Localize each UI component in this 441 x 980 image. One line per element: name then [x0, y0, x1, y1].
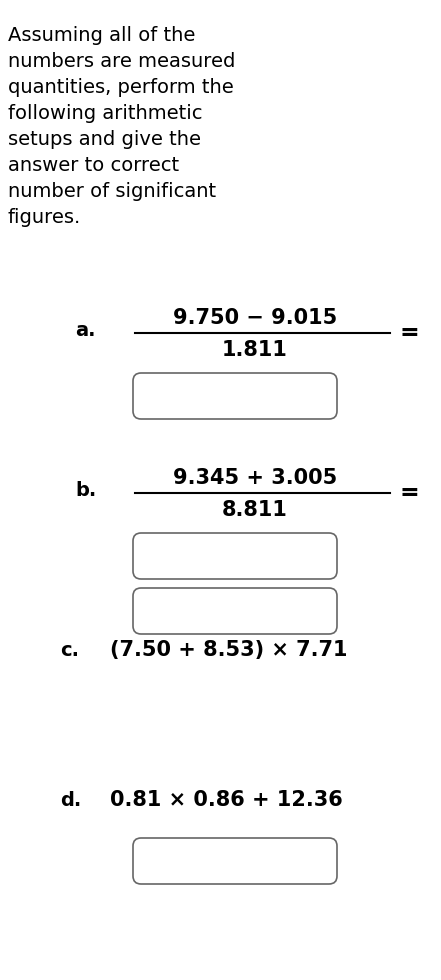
Text: number of significant: number of significant [8, 182, 216, 201]
Text: 9.345 + 3.005: 9.345 + 3.005 [173, 468, 337, 488]
FancyBboxPatch shape [133, 533, 337, 579]
Text: 8.811: 8.811 [222, 500, 288, 520]
Text: c.: c. [60, 641, 79, 660]
Text: answer to correct: answer to correct [8, 156, 179, 175]
Text: Assuming all of the: Assuming all of the [8, 26, 195, 45]
Text: 0.81 × 0.86 + 12.36: 0.81 × 0.86 + 12.36 [110, 790, 343, 810]
Text: quantities, perform the: quantities, perform the [8, 78, 234, 97]
Text: 1.811: 1.811 [222, 340, 288, 360]
Text: following arithmetic: following arithmetic [8, 104, 202, 123]
Text: numbers are measured: numbers are measured [8, 52, 235, 71]
FancyBboxPatch shape [133, 373, 337, 419]
FancyBboxPatch shape [133, 588, 337, 634]
FancyBboxPatch shape [133, 838, 337, 884]
Text: 9.750 − 9.015: 9.750 − 9.015 [173, 308, 337, 328]
Text: d.: d. [60, 791, 81, 809]
Text: =: = [400, 481, 420, 505]
Text: (7.50 + 8.53) × 7.71: (7.50 + 8.53) × 7.71 [110, 640, 348, 660]
Text: b.: b. [75, 480, 96, 500]
Text: setups and give the: setups and give the [8, 130, 201, 149]
Text: a.: a. [75, 320, 96, 339]
Text: figures.: figures. [8, 208, 81, 227]
Text: =: = [400, 321, 420, 345]
